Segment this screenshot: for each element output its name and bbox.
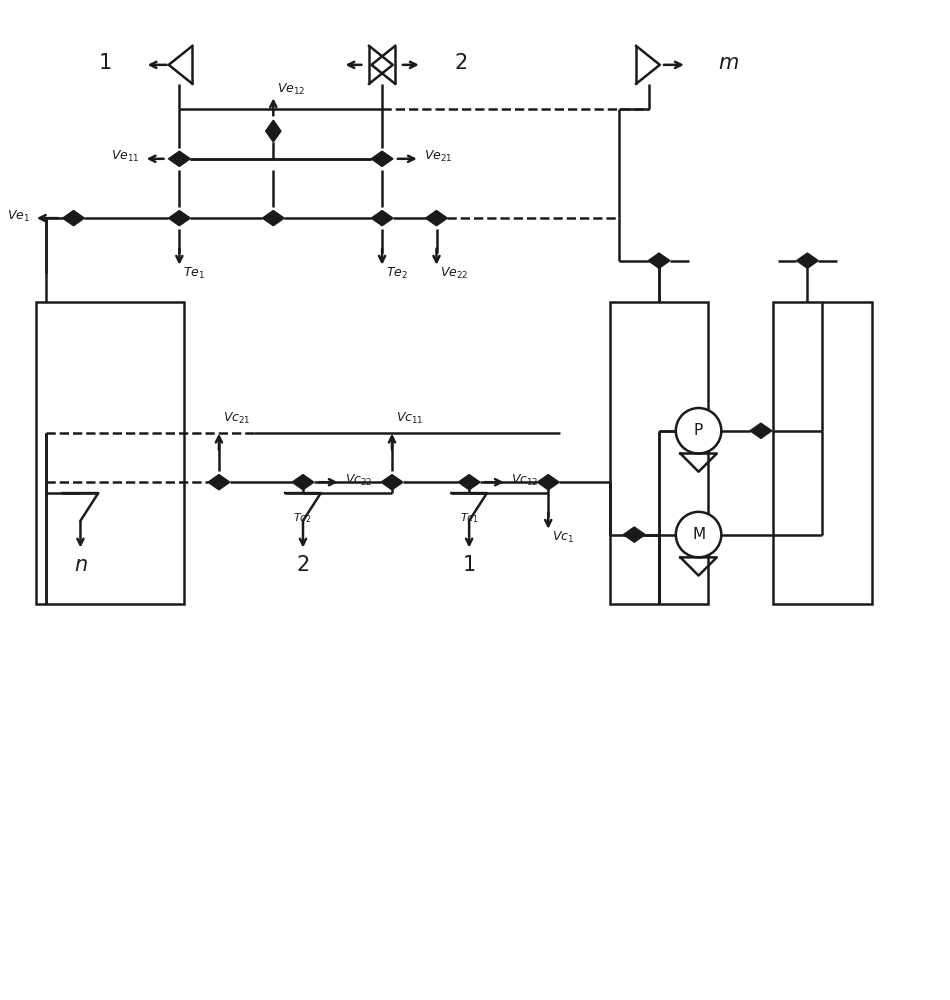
Polygon shape (382, 151, 393, 166)
Text: $m$: $m$ (718, 53, 739, 73)
Text: P: P (694, 423, 703, 438)
Polygon shape (750, 423, 761, 438)
Bar (36, 302, 184, 604)
Polygon shape (648, 253, 659, 268)
Text: $Vc_{12}$: $Vc_{12}$ (511, 473, 539, 488)
Polygon shape (180, 211, 190, 226)
Text: 2: 2 (296, 555, 310, 575)
Text: M: M (692, 527, 705, 542)
Polygon shape (538, 475, 548, 490)
Polygon shape (659, 253, 670, 268)
Polygon shape (426, 211, 436, 226)
Text: $Ve_{22}$: $Ve_{22}$ (441, 266, 469, 281)
Polygon shape (303, 475, 314, 490)
Polygon shape (761, 423, 771, 438)
Bar (772, 302, 872, 604)
Polygon shape (73, 211, 85, 226)
Polygon shape (469, 475, 480, 490)
Polygon shape (371, 151, 382, 166)
Text: n: n (74, 555, 87, 575)
Text: $Ve_{21}$: $Ve_{21}$ (424, 149, 452, 164)
Text: $Tc_1$: $Tc_1$ (460, 511, 479, 525)
Polygon shape (208, 475, 219, 490)
Polygon shape (266, 120, 281, 131)
Polygon shape (266, 131, 281, 142)
Polygon shape (548, 475, 560, 490)
Text: $Vc_{22}$: $Vc_{22}$ (345, 473, 372, 488)
Polygon shape (808, 253, 818, 268)
Text: 2: 2 (455, 53, 467, 73)
Polygon shape (796, 253, 808, 268)
Polygon shape (382, 211, 393, 226)
Polygon shape (218, 475, 230, 490)
Polygon shape (180, 151, 190, 166)
Bar (610, 302, 709, 604)
Polygon shape (458, 475, 469, 490)
Text: $Vc_1$: $Vc_1$ (552, 530, 575, 545)
Text: $Vc_{21}$: $Vc_{21}$ (223, 411, 251, 426)
Polygon shape (274, 211, 284, 226)
Polygon shape (635, 527, 645, 542)
Text: $Te_1$: $Te_1$ (183, 266, 205, 281)
Text: $Ve_{11}$: $Ve_{11}$ (111, 149, 140, 164)
Text: $Vc_{11}$: $Vc_{11}$ (396, 411, 424, 426)
Polygon shape (168, 211, 180, 226)
Polygon shape (381, 475, 392, 490)
Text: $Ve_{12}$: $Ve_{12}$ (277, 82, 306, 97)
Text: 1: 1 (463, 555, 476, 575)
Polygon shape (436, 211, 447, 226)
Circle shape (675, 512, 721, 557)
Text: $Te_2$: $Te_2$ (386, 266, 408, 281)
Polygon shape (262, 211, 274, 226)
Polygon shape (371, 211, 382, 226)
Polygon shape (392, 475, 403, 490)
Circle shape (675, 408, 721, 454)
Text: $Tc_2$: $Tc_2$ (294, 511, 313, 525)
Polygon shape (63, 211, 73, 226)
Polygon shape (292, 475, 303, 490)
Polygon shape (623, 527, 635, 542)
Polygon shape (168, 151, 180, 166)
Text: $Ve_1$: $Ve_1$ (7, 209, 30, 224)
Text: 1: 1 (99, 53, 112, 73)
